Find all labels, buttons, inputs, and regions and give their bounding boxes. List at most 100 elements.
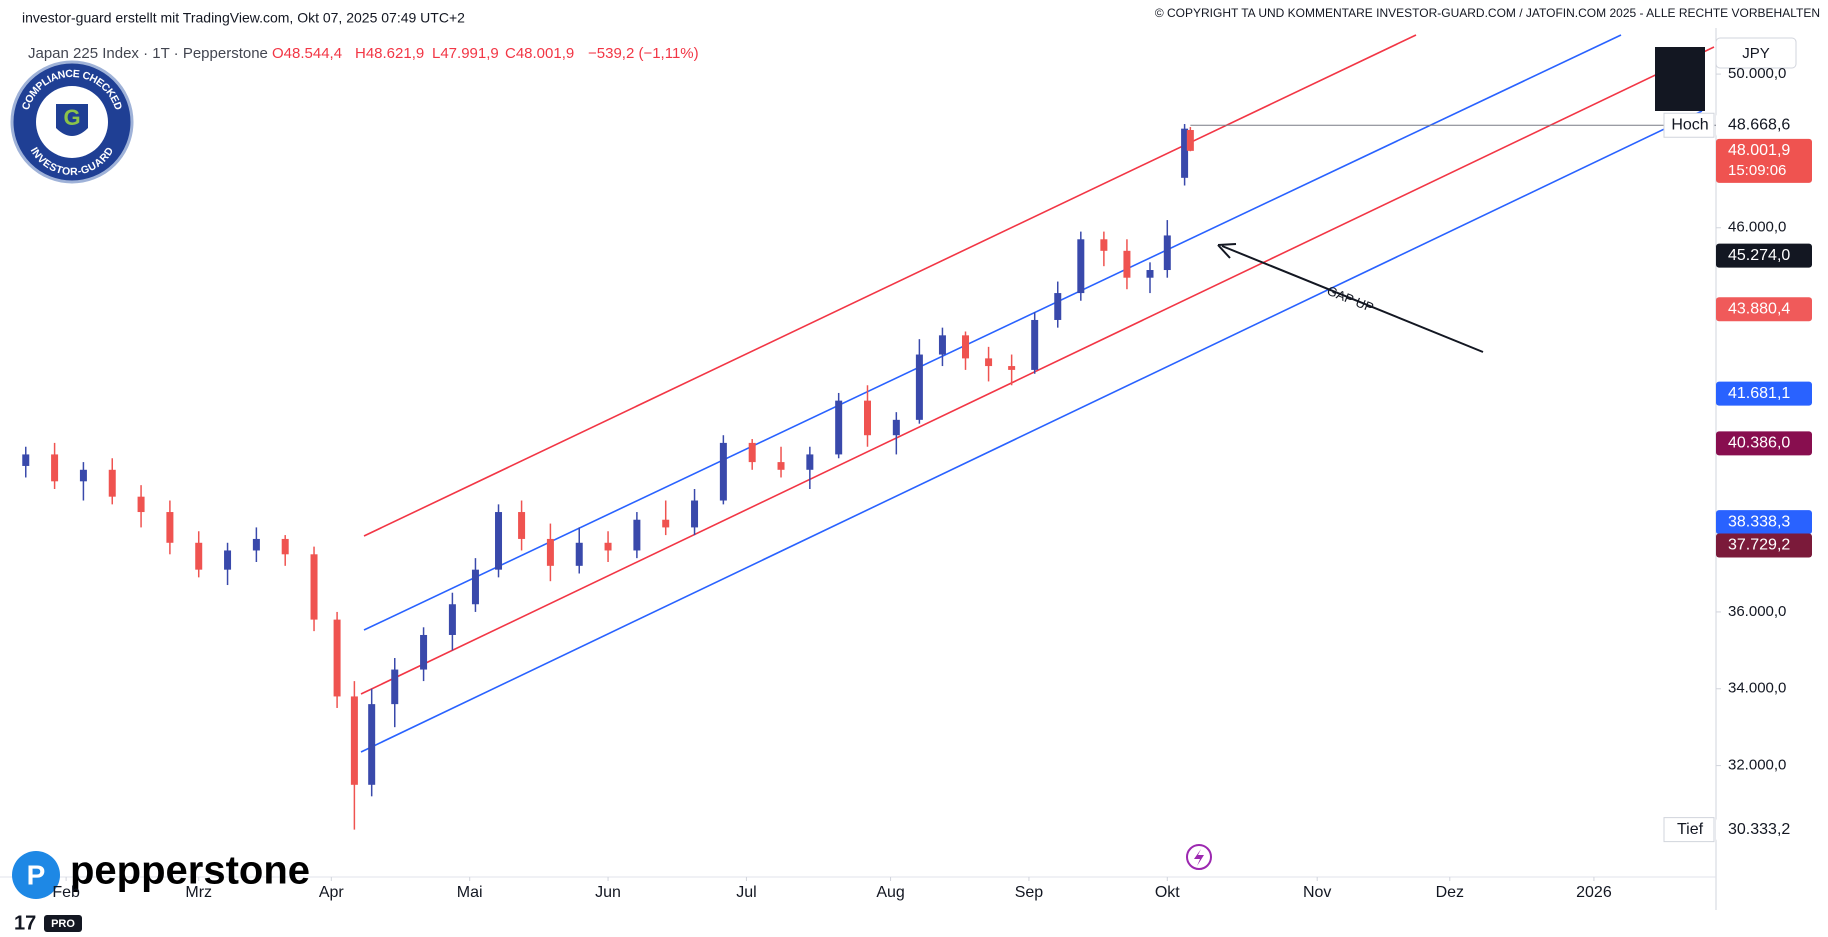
price-label-box [1716, 431, 1812, 456]
candles [22, 124, 1194, 830]
candle-body [604, 542, 612, 551]
price-label-box [1716, 297, 1812, 322]
candle-body [835, 400, 843, 455]
candle-body [938, 335, 946, 355]
ohlc: O48.544,4 H48.621,9 L47.991,9 C48.001,9 … [272, 45, 699, 62]
tag-box [1663, 112, 1715, 138]
x-tick-label: Okt [1155, 884, 1180, 901]
candle-body [224, 550, 232, 570]
candle-body [662, 519, 670, 528]
candle-body [1077, 239, 1085, 294]
symbol: Japan 225 Index · 1T · Pepperstone [28, 45, 268, 62]
broker-logo: P pepperstone [12, 849, 310, 899]
compliance-badge: G COMPLIANCE CHECKED INVESTOR-GUARD [10, 60, 134, 184]
candle-body [962, 335, 970, 359]
currency-box [1715, 37, 1797, 69]
ohlc-change: −539,2 (−1,11%) [588, 45, 699, 62]
candle-body [748, 442, 756, 463]
candle-body [1181, 128, 1189, 178]
tv-pro-box [44, 915, 82, 932]
candle-body [1163, 235, 1171, 271]
event-bolt [1194, 849, 1204, 866]
candle-body [448, 604, 456, 635]
price-label-box [1716, 510, 1812, 535]
channel-line [363, 34, 1417, 537]
channel-lines [360, 34, 1715, 753]
candle-body [108, 469, 116, 497]
candle-body [518, 512, 526, 539]
candle-body [575, 542, 583, 566]
candle-body [420, 634, 428, 670]
candle-body [546, 538, 554, 566]
candle-body [368, 704, 376, 785]
candle-body [281, 538, 289, 555]
price-label-box [1716, 243, 1812, 268]
ohlc-high: H48.621,9 [355, 45, 424, 62]
x-tick-label: Aug [876, 884, 904, 901]
x-tick-label: Apr [319, 884, 345, 901]
price-label: 38.338,3 [1728, 513, 1790, 530]
candle-body [22, 454, 30, 466]
candle-body [252, 538, 260, 551]
candle-body [1123, 250, 1131, 278]
price-label: 41.681,1 [1728, 385, 1790, 402]
countdown: 15:09:06 [1728, 162, 1786, 179]
candle-body [915, 354, 923, 420]
price-label-box [1716, 817, 1812, 842]
gap-arrow-head [1217, 243, 1237, 259]
candle-body [166, 512, 174, 543]
x-tick-label: Nov [1303, 884, 1331, 901]
x-tick-label: Mrz [185, 884, 212, 901]
x-tick-label: Sep [1015, 884, 1044, 901]
candle-body [195, 542, 203, 570]
price-label: 37.729,2 [1728, 537, 1790, 554]
channel-line [360, 46, 1715, 695]
candle-body [777, 462, 785, 470]
x-tick-label: Feb [52, 884, 80, 901]
candle-body [310, 554, 318, 620]
candle-body [1186, 130, 1194, 151]
price-label-box [1716, 138, 1812, 183]
candle-body [333, 619, 341, 697]
candle-body [1146, 270, 1154, 278]
candle-body [495, 512, 503, 570]
credit: investor-guard erstellt mit TradingView.… [22, 10, 465, 26]
candle-body [79, 469, 87, 482]
candle-body [471, 569, 479, 605]
candle-body [864, 400, 871, 436]
candle-body [51, 454, 59, 482]
x-tick-label: Jun [595, 884, 621, 901]
candle-body [1008, 366, 1016, 370]
candle-body [719, 442, 727, 501]
tv-pro: PRO [51, 918, 75, 930]
ohlc-open: O48.544,4 [272, 45, 342, 62]
candle-body [1031, 319, 1039, 370]
price-label: 45.274,0 [1728, 247, 1790, 264]
badge-shield [56, 104, 88, 136]
price-label: 43.880,4 [1728, 300, 1790, 317]
ohlc-low: L47.991,9 [432, 45, 499, 62]
y-tick-label: 32.000,0 [1728, 757, 1786, 774]
price-label-box [1716, 533, 1812, 558]
tag-box [1663, 817, 1715, 843]
price-label: 48.668,6 [1728, 116, 1790, 133]
x-tick-label: Jul [736, 884, 756, 901]
x-tick-label: 2026 [1576, 884, 1612, 901]
currency: JPY [1742, 45, 1770, 62]
candle-body [391, 669, 399, 705]
x-tick-label: Dez [1436, 884, 1464, 901]
broker-icon-letter: P [27, 859, 46, 890]
candle-body [1054, 293, 1062, 320]
y-tick-label: 34.000,0 [1728, 680, 1786, 697]
y-tick-label: 50.000,0 [1728, 65, 1786, 82]
price-label: 30.333,2 [1728, 821, 1790, 838]
y-tick-label: 36.000,0 [1728, 603, 1786, 620]
broker-icon [12, 851, 60, 899]
price-label-box [1716, 381, 1812, 406]
candle-body [633, 519, 641, 551]
tag: Tief [1677, 821, 1704, 838]
price-label: 40.386,0 [1728, 435, 1790, 452]
